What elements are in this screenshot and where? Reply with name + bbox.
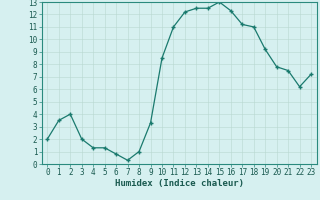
X-axis label: Humidex (Indice chaleur): Humidex (Indice chaleur) [115, 179, 244, 188]
